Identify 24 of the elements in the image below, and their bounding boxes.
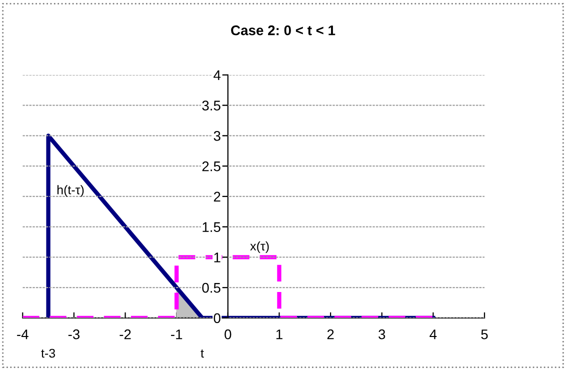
x-tick-label: 2 <box>327 329 334 340</box>
y-tick-label: 2.5 <box>202 161 220 172</box>
series-label: x(τ) <box>250 241 269 254</box>
y-tick-label: 1 <box>214 252 220 262</box>
x-tick-label: 3 <box>378 329 386 340</box>
x-tick-label: 0 <box>224 329 232 340</box>
y-tick-label: 0 <box>214 313 220 324</box>
y-tick-label: 2 <box>214 192 220 202</box>
chart-title: Case 2: 0 < t < 1 <box>231 25 336 36</box>
y-tick-label: 4 <box>214 70 221 80</box>
x-tick-label: -4 <box>17 330 28 340</box>
x-tick-label: 4 <box>430 330 437 340</box>
y-tick-label: 3.5 <box>202 100 220 110</box>
x-tick-label: 1 <box>276 330 282 340</box>
annotation: t-3 <box>41 348 56 358</box>
series-label: h(t-τ) <box>57 185 84 197</box>
x-tick-label: 5 <box>481 330 488 340</box>
y-tick-label: 3 <box>214 131 220 141</box>
x-tick-label: -2 <box>120 329 131 340</box>
y-tick-label: 1.5 <box>202 222 220 232</box>
annotation: t <box>200 349 204 358</box>
x-tick-label: -3 <box>68 329 80 340</box>
y-tick-label: 0.5 <box>202 282 220 293</box>
x-tick-label: -1 <box>171 330 182 340</box>
